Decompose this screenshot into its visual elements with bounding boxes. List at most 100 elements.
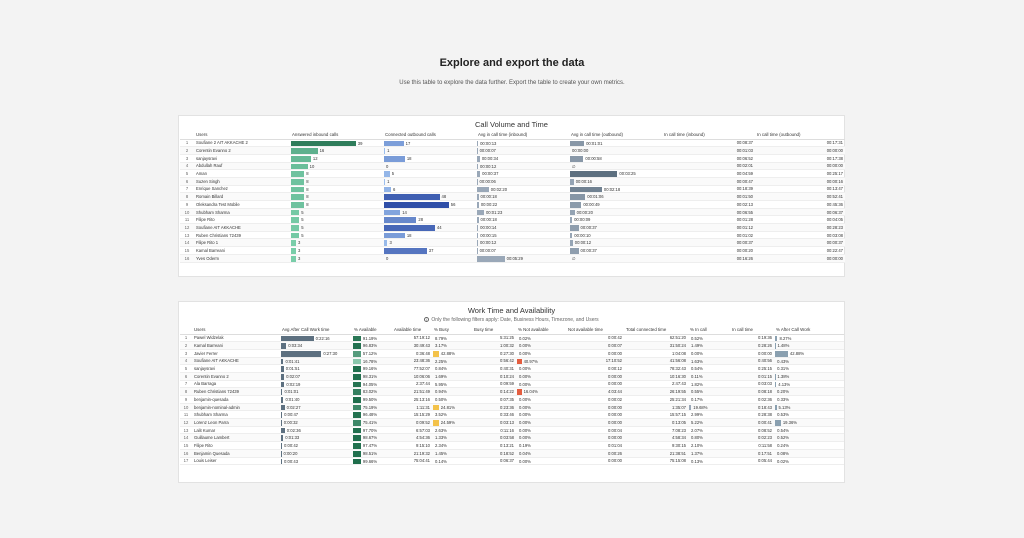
wt-col-header-9[interactable]: Total connected time (624, 326, 688, 335)
wt-col-header-5[interactable]: % Busy (432, 326, 472, 335)
wt-col-header-10[interactable]: % In call (688, 326, 730, 335)
cv-col-header-0[interactable] (180, 131, 194, 140)
user-name[interactable]: Filipe Rito (192, 441, 280, 450)
table-row[interactable]: 1 Soufiane 2 AIT AKKACHE 2 39 17 00:00:13 00:… (180, 139, 845, 148)
wt-col-header-2[interactable]: Avg After Call Work time (280, 326, 352, 335)
table-row[interactable]: 7 Enrique Sanchez 8 6 00:02:20 00:02:18 00:18:… (180, 185, 845, 194)
user-name[interactable]: Aman (194, 169, 290, 178)
cv-col-header-6[interactable]: In call time (inbound) (662, 131, 755, 140)
user-name[interactable]: Enrique Sanchez (194, 185, 290, 194)
cv-col-header-3[interactable]: Connected outbound calls (383, 131, 476, 140)
user-name[interactable]: Suzen Singh (194, 177, 290, 186)
user-name[interactable]: benjamin-nominal-admin (192, 403, 280, 412)
wt-col-header-12[interactable]: % After Call Work (774, 326, 844, 335)
pct-not-available-value: 40.97% (523, 358, 538, 364)
cv-col-header-4[interactable]: Avg in call time (inbound) (476, 131, 569, 140)
in-call-time-outbound: 00:28:23 (755, 223, 845, 232)
user-name[interactable]: Pawel Widzelak (192, 334, 280, 343)
avg-acw-time-value: 0:01:01 (284, 389, 299, 395)
pct-busy-bar (433, 404, 439, 410)
user-name[interactable]: benjamin-quesada (192, 395, 280, 404)
table-row[interactable]: 14 Guillaume Lambert 0:01:33 98.67% 4:54:36 1… (180, 433, 844, 443)
table-row[interactable]: 4 Soufiane AIT AKKACHE 0:01:41 16.78% 23:48:… (180, 357, 844, 366)
wt-col-header-8[interactable]: Not available time (566, 326, 624, 335)
user-name[interactable]: Romain Billard (194, 192, 290, 201)
avg-acw-time: 0:00:32 (280, 418, 352, 427)
table-row[interactable]: 5 sanjaysravi 0:01:51 99.16% 77:52:07 0.84% 0:… (180, 364, 844, 373)
table-row[interactable]: 8 Romain Billard 8 48 00:00:18 00:01:06 00:01:… (180, 192, 845, 201)
avg-in-call-inbound: 00:00:12 (476, 162, 569, 171)
user-name[interactable]: Oleksandra Test Mobile (194, 200, 290, 209)
user-name[interactable]: Filipe Rito (194, 215, 290, 225)
wt-col-header-4[interactable]: Available time (392, 326, 432, 335)
user-name[interactable]: Javier Ferrer (192, 349, 280, 358)
user-name[interactable]: Corentin Evanno 2 (194, 146, 290, 155)
total-connected-time: 9:30:15 (624, 441, 688, 450)
cv-col-header-2[interactable]: Answered inbound calls (290, 131, 383, 140)
table-row[interactable]: 12 Soufiane AIT AKKACHE 5 44 00:00:14 00:00:3… (180, 223, 845, 232)
table-row[interactable]: 3 Javier Ferrer 0:27:30 57.12% 0:36:48 42.88%… (180, 349, 844, 358)
cv-col-header-5[interactable]: Avg in call time (outbound) (569, 131, 662, 140)
table-row[interactable]: 16 Yves Oderm 3 0 00:05:29 ∅ 00:16:26 00:00:00 (180, 254, 845, 263)
cv-col-header-7[interactable]: In call time (outbound) (755, 131, 845, 140)
wt-col-header-7[interactable]: % Not available (516, 326, 566, 335)
table-row[interactable]: 6 Suzen Singh 8 1 00:00:06 00:00:16 00:00:47 00… (180, 177, 845, 186)
user-name[interactable]: Filipe Rito 1 (194, 238, 290, 248)
wt-col-header-11[interactable]: In call time (730, 326, 774, 335)
total-connected-time: 7:08:23 (624, 426, 688, 435)
user-name[interactable]: Abdullah Rauf (194, 162, 290, 171)
avg-acw-time-value: 0:02:07 (286, 373, 301, 379)
table-row[interactable]: 17 Louis Leiser 0:00:43 99.66% 75:04:41 0.14%… (180, 457, 844, 466)
user-name[interactable]: Lalit Kumar (192, 426, 280, 435)
user-name[interactable]: sanjaysravi (192, 364, 280, 373)
table-row[interactable]: 2 Kamal Barreani 0:03:34 96.83% 30:49:43 3.17… (180, 341, 844, 350)
call-volume-title: Call Volume and Time (475, 120, 548, 129)
table-row[interactable]: 5 Aman 8 5 00:00:37 00:03:25 00:04:59 00:25:17 (180, 169, 845, 178)
user-name[interactable]: Soufiane 2 AIT AKKACHE 2 (194, 139, 290, 148)
table-row[interactable]: 15 Kamal Barreani 3 37 00:00:07 00:00:37 00:00… (180, 246, 845, 255)
table-row[interactable]: 10 benjamin-nominal-admin 0:02:27 75.19% 1:1… (180, 403, 844, 412)
user-name[interactable]: Corentin Evanno 2 (192, 372, 280, 381)
user-name[interactable]: Shubham Sharma (194, 208, 290, 217)
wt-col-header-0[interactable] (180, 326, 192, 335)
user-name[interactable]: sanjaysravi (194, 154, 290, 163)
table-row[interactable]: 1 Pawel Widzelak 0:22:16 91.19% 57:19:12 8.79… (180, 334, 844, 343)
table-row[interactable]: 9 benjamin-quesada 0:01:40 99.50% 25:13:16 0.… (180, 395, 844, 404)
table-row[interactable]: 15 Filipe Rito 0:00:42 97.47% 9:15:10 2.34% 0:… (180, 441, 844, 450)
user-name[interactable]: Soufiane AIT AKKACHE (194, 223, 290, 232)
table-row[interactable]: 14 Filipe Rito 1 3 3 00:00:12 00:00:12 00:00:3… (180, 238, 845, 248)
table-row[interactable]: 6 Corentin Evanno 2 0:02:07 98.31% 10:06:06 1… (180, 372, 844, 381)
user-name[interactable]: Shubham Sharma (192, 410, 280, 420)
table-row[interactable]: 3 sanjaysravi 12 18 00:00:34 00:00:58 00:06:52… (180, 154, 845, 163)
user-name[interactable]: Louis Leiser (192, 457, 280, 466)
wt-col-header-6[interactable]: Busy time (472, 326, 516, 335)
user-name[interactable]: Guillaume Lambert (192, 433, 280, 443)
table-row[interactable]: 7 Ala Barraga 0:02:19 94.05% 2:37:44 5.95% 0:0… (180, 380, 844, 389)
table-row[interactable]: 11 Shubham Sharma 0:00:47 96.48% 15:15:29 3.5… (180, 410, 844, 420)
table-row[interactable]: 8 Ruben Christians 72439 0:01:01 83.02% 21:5… (180, 387, 844, 396)
table-row[interactable]: 10 Shubham Sharma 5 14 00:01:23 00:00:20 00:06… (180, 208, 845, 217)
user-name[interactable]: Kamal Barreani (192, 341, 280, 350)
pct-available-value: 16.78% (362, 358, 378, 364)
user-name[interactable]: Ruben Christians 72439 (194, 231, 290, 240)
wt-col-header-1[interactable]: Users (192, 326, 280, 335)
user-name[interactable]: Lorenz Leon Parra (192, 418, 280, 427)
user-name[interactable]: Yves Oderm (194, 254, 290, 263)
table-row[interactable]: 13 Lalit Kumar 0:02:36 97.70% 6:57:03 2.63% 0:… (180, 426, 844, 435)
table-row[interactable]: 13 Ruben Christians 72439 5 18 00:00:15 00:00… (180, 231, 845, 240)
user-name[interactable]: Benjamin Quesada (192, 449, 280, 458)
table-row[interactable]: 9 Oleksandra Test Mobile 8 56 00:00:22 00:00:… (180, 200, 845, 209)
table-row[interactable]: 4 Abdullah Rauf 10 0 00:00:12 ∅ 00:02:01 00:00:… (180, 162, 845, 171)
pct-available-value: 75.19% (362, 404, 378, 410)
user-name[interactable]: Ala Barraga (192, 380, 280, 389)
user-name[interactable]: Kamal Barreani (194, 246, 290, 255)
table-row[interactable]: 11 Filipe Rito 5 28 00:00:18 00:00:09 00:01:28… (180, 215, 845, 225)
user-name[interactable]: Soufiane AIT AKKACHE (192, 357, 280, 366)
cv-col-header-1[interactable]: Users (194, 131, 290, 140)
user-name[interactable]: Ruben Christians 72439 (192, 387, 280, 396)
table-row[interactable]: 12 Lorenz Leon Parra 0:00:32 75.41% 0:09:52 2… (180, 418, 844, 427)
wt-col-header-3[interactable]: % Available (352, 326, 392, 335)
table-row[interactable]: 16 Benjamin Quesada 0:00:20 98.51% 21:19:32 1… (180, 449, 844, 458)
pct-available-bar (353, 389, 361, 395)
table-row[interactable]: 2 Corentin Evanno 2 16 1 00:00:07 00:00:00 00:… (180, 146, 845, 155)
